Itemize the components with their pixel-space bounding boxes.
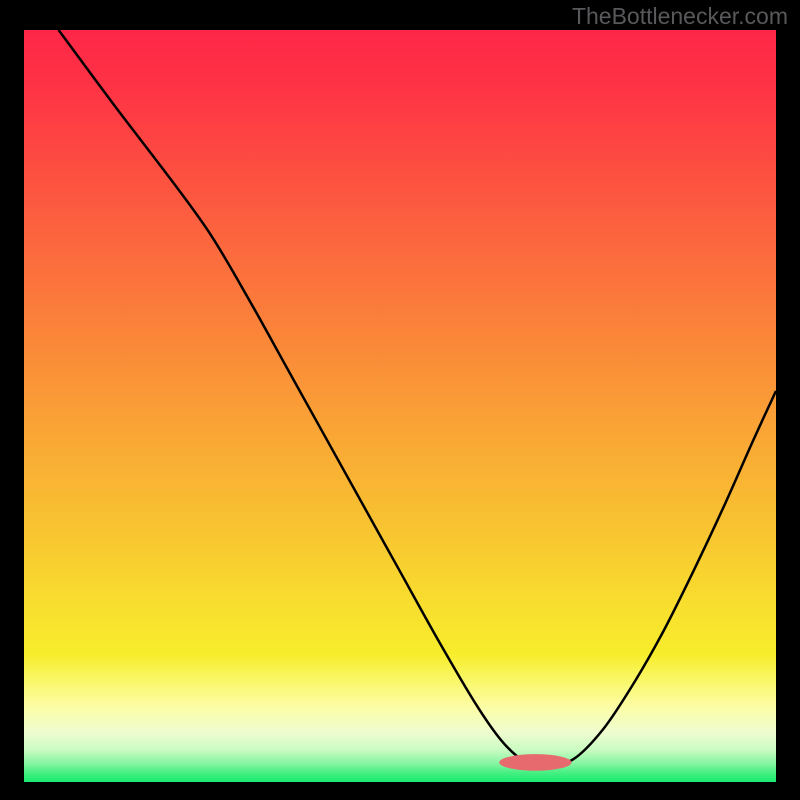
watermark-text: TheBottlenecker.com bbox=[572, 3, 788, 30]
bottleneck-curve-chart bbox=[24, 30, 776, 782]
optimal-marker bbox=[499, 754, 571, 771]
plot-area bbox=[24, 30, 776, 782]
gradient-background bbox=[24, 30, 776, 782]
chart-stage: TheBottlenecker.com bbox=[0, 0, 800, 800]
